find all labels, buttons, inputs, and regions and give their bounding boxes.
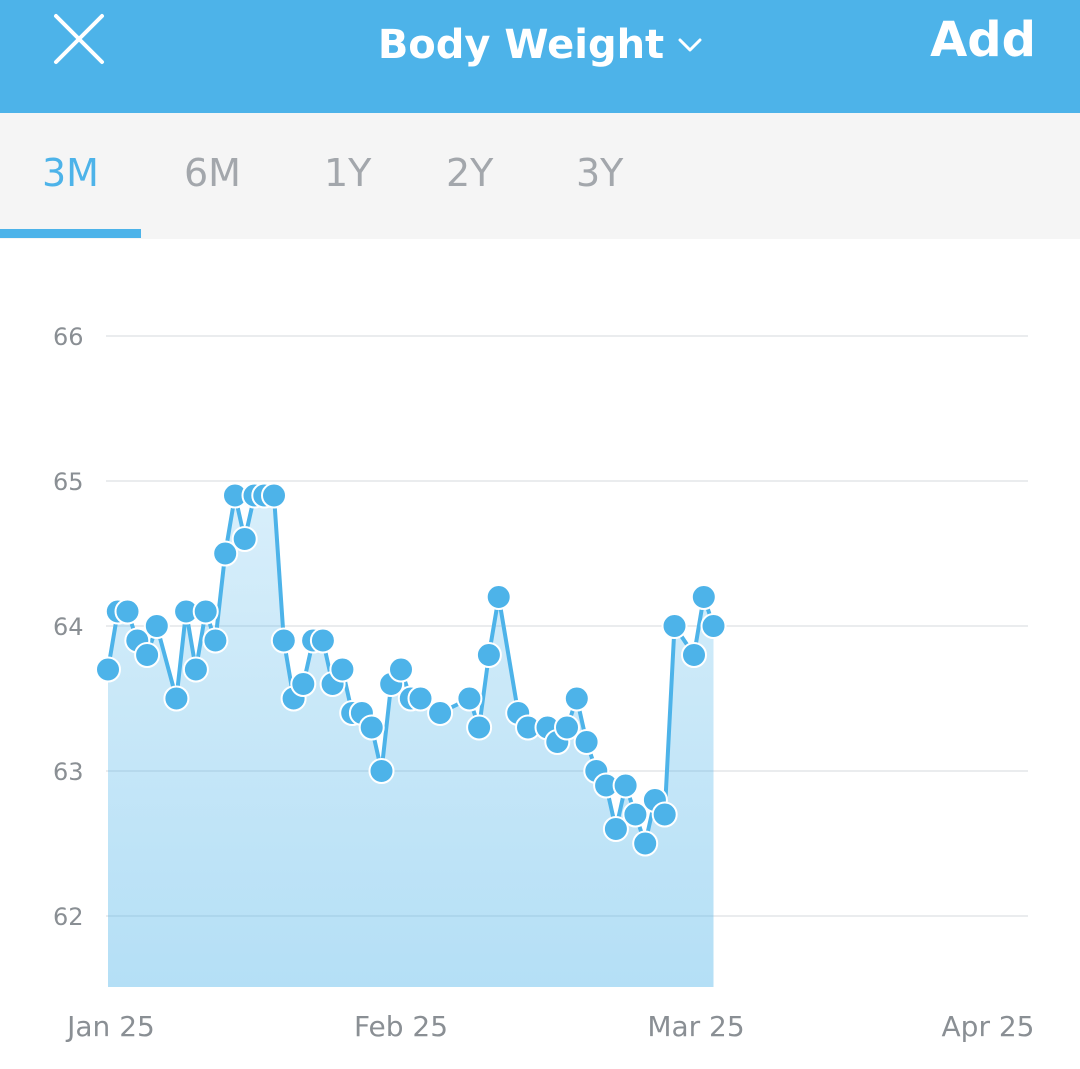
y-tick-labels: 66 65 64 63 62 <box>53 323 84 931</box>
top-bar: Body Weight Add <box>0 0 1080 113</box>
data-point[interactable] <box>388 656 414 683</box>
range-tabs: 3M 6M 1Y 2Y 3Y <box>0 113 1080 239</box>
data-point[interactable] <box>690 584 717 610</box>
data-point[interactable] <box>358 714 385 741</box>
data-point[interactable] <box>427 700 454 726</box>
tab-1y[interactable]: 1Y <box>324 151 372 195</box>
page-title[interactable]: Body Weight <box>377 22 665 68</box>
close-icon[interactable] <box>44 4 114 74</box>
data-point[interactable] <box>602 816 629 842</box>
data-point[interactable] <box>261 482 287 509</box>
data-point[interactable] <box>456 685 483 712</box>
x-tick-label: Feb 25 <box>354 1010 448 1043</box>
data-point[interactable] <box>622 801 649 828</box>
y-tick-label: 66 <box>53 323 84 351</box>
weight-chart: 66 65 64 63 62 Jan 25 Feb 25 Mar 25 Apr 25 <box>53 323 1034 1043</box>
x-tick-labels: Jan 25 Feb 25 Mar 25 Apr 25 <box>65 1010 1034 1043</box>
data-point[interactable] <box>95 656 121 683</box>
data-point[interactable] <box>212 540 239 567</box>
data-point[interactable] <box>651 801 678 828</box>
x-tick-label: Jan 25 <box>65 1010 155 1043</box>
data-points <box>95 482 727 857</box>
title-area: Body Weight <box>0 0 1080 90</box>
data-point[interactable] <box>407 685 434 712</box>
data-point[interactable] <box>368 758 395 784</box>
data-point[interactable] <box>309 627 336 654</box>
data-point[interactable] <box>573 729 600 755</box>
add-button[interactable]: Add <box>930 12 1036 68</box>
data-point[interactable] <box>231 526 258 552</box>
data-point[interactable] <box>475 642 502 668</box>
tab-3m[interactable]: 3M <box>42 151 99 195</box>
data-point[interactable] <box>163 685 190 712</box>
data-point[interactable] <box>192 598 219 625</box>
tab-3y[interactable]: 3Y <box>576 151 624 195</box>
area-fill <box>108 495 714 987</box>
y-tick-label: 65 <box>53 468 84 496</box>
data-point[interactable] <box>563 685 590 712</box>
data-point[interactable] <box>700 613 727 639</box>
data-point[interactable] <box>681 642 707 668</box>
data-point[interactable] <box>466 714 493 741</box>
tab-2y[interactable]: 2Y <box>446 151 494 195</box>
data-point[interactable] <box>114 598 141 625</box>
data-point[interactable] <box>182 656 209 683</box>
data-point[interactable] <box>270 627 297 654</box>
x-tick-label: Mar 25 <box>647 1010 744 1043</box>
tab-6m[interactable]: 6M <box>184 151 241 195</box>
y-tick-label: 64 <box>53 613 84 641</box>
area-fill-path <box>108 495 714 987</box>
data-point[interactable] <box>329 656 356 683</box>
x-tick-label: Apr 25 <box>942 1010 1035 1043</box>
data-point[interactable] <box>632 830 659 857</box>
data-point[interactable] <box>661 613 688 639</box>
y-tick-label: 62 <box>53 903 84 931</box>
active-tab-indicator <box>0 229 141 238</box>
chevron-down-icon[interactable] <box>678 37 702 53</box>
y-tick-label: 63 <box>53 758 84 786</box>
data-point[interactable] <box>143 613 170 639</box>
data-point[interactable] <box>485 584 512 610</box>
data-point[interactable] <box>202 627 229 654</box>
data-point[interactable] <box>134 642 161 668</box>
data-point[interactable] <box>612 772 639 799</box>
data-point[interactable] <box>290 671 317 697</box>
data-point[interactable] <box>554 714 580 741</box>
